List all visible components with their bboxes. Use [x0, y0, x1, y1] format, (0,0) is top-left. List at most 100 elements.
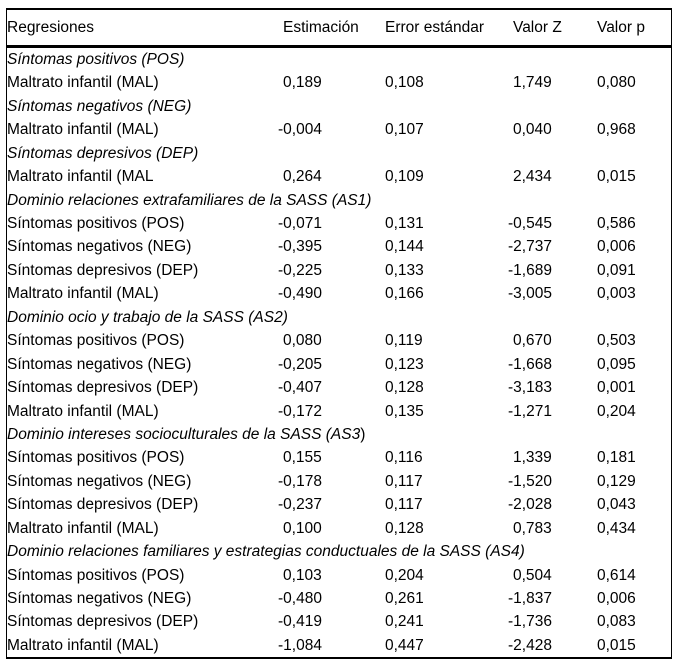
section-header-row: Síntomas positivos (POS): [7, 47, 671, 72]
section-title: Dominio intereses socioculturales de la …: [7, 423, 671, 446]
cell-p-value: 0,614: [597, 566, 636, 584]
table-row: Maltrato infantil (MAL) 0,100 0,128 0,78…: [7, 517, 671, 540]
section-header-row: Dominio ocio y trabajo de la SASS (AS2): [7, 306, 671, 329]
table-row: Síntomas negativos (NEG) -0,205 0,123 -1…: [7, 353, 671, 376]
section-title: Síntomas depresivos (DEP): [7, 144, 199, 162]
cell-p-value: 0,080: [597, 74, 636, 92]
cell-estimate: -0,205: [278, 355, 322, 373]
cell-z-value: 1,749: [513, 74, 552, 92]
cell-p-value: 0,043: [597, 496, 636, 514]
cell-std-error: 0,107: [385, 121, 424, 139]
cell-estimate: 0,264: [283, 168, 322, 186]
cell-z-value: -1,668: [508, 355, 552, 373]
cell-p-value: 0,204: [597, 402, 636, 420]
section-header-row: Dominio relaciones familiares y estrateg…: [7, 540, 671, 563]
table-row: Maltrato infantil (MAL) 0,189 0,108 1,74…: [7, 71, 671, 94]
cell-z-value: 0,040: [513, 121, 552, 139]
row-label: Maltrato infantil (MAL): [7, 636, 159, 654]
section-title: Dominio ocio y trabajo de la SASS (AS2): [7, 308, 288, 326]
cell-estimate: -0,178: [278, 472, 322, 490]
cell-p-value: 0,586: [597, 215, 636, 233]
section-title-text: Dominio intereses socioculturales de la …: [7, 425, 361, 443]
column-header-error-estandar: Error estándar: [385, 10, 513, 48]
table-row: Maltrato infantil (MAL) -0,490 0,166 -3,…: [7, 282, 671, 305]
cell-z-value: 0,783: [513, 519, 552, 537]
cell-std-error: 0,166: [385, 285, 424, 303]
section-header-row: Síntomas negativos (NEG): [7, 95, 671, 118]
cell-std-error: 0,128: [385, 379, 424, 397]
cell-estimate: -0,480: [278, 590, 322, 608]
cell-estimate: -0,004: [278, 121, 322, 139]
column-header-regresiones: Regresiones: [7, 10, 283, 48]
cell-p-value: 0,006: [597, 590, 636, 608]
cell-p-value: 0,434: [597, 519, 636, 537]
cell-z-value: -3,183: [508, 379, 552, 397]
cell-std-error: 0,108: [385, 74, 424, 92]
row-label: Síntomas positivos (POS): [7, 215, 185, 233]
cell-p-value: 0,129: [597, 472, 636, 490]
row-label: Maltrato infantil (MAL): [7, 74, 159, 92]
cell-std-error: 0,128: [385, 519, 424, 537]
cell-p-value: 0,015: [597, 636, 636, 654]
cell-estimate: -0,395: [278, 238, 322, 256]
cell-estimate: -0,490: [278, 285, 322, 303]
cell-std-error: 0,241: [385, 613, 424, 631]
cell-z-value: -2,028: [508, 496, 552, 514]
table-header-row: Regresiones Estimación Error estándar Va…: [7, 10, 671, 48]
table-row: Síntomas negativos (NEG) -0,178 0,117 -1…: [7, 470, 671, 493]
column-header-estimacion: Estimación: [283, 10, 385, 48]
cell-estimate: 0,100: [283, 519, 322, 537]
section-title-suffix: ): [360, 425, 366, 443]
section-title: Síntomas negativos (NEG): [7, 97, 192, 115]
row-label: Maltrato infantil (MAL): [7, 519, 159, 537]
cell-p-value: 0,015: [597, 168, 636, 186]
row-label: Maltrato infantil (MAL: [7, 168, 154, 186]
table-row: Síntomas positivos (POS) 0,103 0,204 0,5…: [7, 564, 671, 587]
section-title: Dominio relaciones extrafamiliares de la…: [7, 191, 372, 209]
row-label: Síntomas depresivos (DEP): [7, 379, 199, 397]
table-row: Síntomas negativos (NEG) -0,480 0,261 -1…: [7, 587, 671, 610]
cell-std-error: 0,117: [385, 472, 423, 490]
row-label: Síntomas negativos (NEG): [7, 472, 192, 490]
cell-estimate: 0,189: [283, 74, 322, 92]
row-label: Maltrato infantil (MAL): [7, 121, 159, 139]
section-header-row: Dominio relaciones extrafamiliares de la…: [7, 189, 671, 212]
table-row: Síntomas positivos (POS) -0,071 0,131 -0…: [7, 212, 671, 235]
regression-table: Regresiones Estimación Error estándar Va…: [6, 8, 672, 660]
table-row: Síntomas depresivos (DEP) -0,419 0,241 -…: [7, 611, 671, 634]
cell-p-value: 0,083: [597, 613, 636, 631]
cell-std-error: 0,261: [385, 590, 424, 608]
cell-z-value: -2,737: [508, 238, 552, 256]
row-label: Síntomas negativos (NEG): [7, 238, 192, 256]
table-row: Síntomas depresivos (DEP) -0,237 0,117 -…: [7, 493, 671, 516]
row-label: Síntomas depresivos (DEP): [7, 613, 199, 631]
cell-std-error: 0,133: [385, 261, 424, 279]
table-row: Maltrato infantil (MAL 0,264 0,109 2,434…: [7, 165, 671, 188]
cell-z-value: -3,005: [508, 285, 552, 303]
row-label: Síntomas depresivos (DEP): [7, 496, 199, 514]
cell-z-value: -1,689: [508, 261, 552, 279]
cell-std-error: 0,119: [385, 332, 423, 350]
row-label: Síntomas depresivos (DEP): [7, 261, 199, 279]
column-header-valor-p: Valor p: [597, 10, 671, 48]
cell-std-error: 0,131: [385, 215, 424, 233]
cell-z-value: -1,271: [508, 402, 552, 420]
cell-estimate: 0,080: [283, 332, 322, 350]
cell-std-error: 0,135: [385, 402, 424, 420]
cell-p-value: 0,968: [597, 121, 636, 139]
row-label: Síntomas positivos (POS): [7, 566, 185, 584]
cell-p-value: 0,181: [597, 449, 636, 467]
cell-z-value: -1,736: [508, 613, 552, 631]
column-header-valor-z: Valor Z: [513, 10, 597, 48]
row-label: Síntomas negativos (NEG): [7, 355, 192, 373]
regression-results-table: Regresiones Estimación Error estándar Va…: [7, 10, 671, 657]
cell-estimate: 0,155: [283, 449, 322, 467]
cell-estimate: -0,071: [278, 215, 322, 233]
cell-z-value: -0,545: [508, 215, 552, 233]
cell-std-error: 0,117: [385, 496, 423, 514]
cell-p-value: 0,503: [597, 332, 636, 350]
cell-estimate: -1,084: [278, 636, 322, 654]
cell-estimate: -0,237: [278, 496, 322, 514]
table-row: Síntomas negativos (NEG) -0,395 0,144 -2…: [7, 236, 671, 259]
